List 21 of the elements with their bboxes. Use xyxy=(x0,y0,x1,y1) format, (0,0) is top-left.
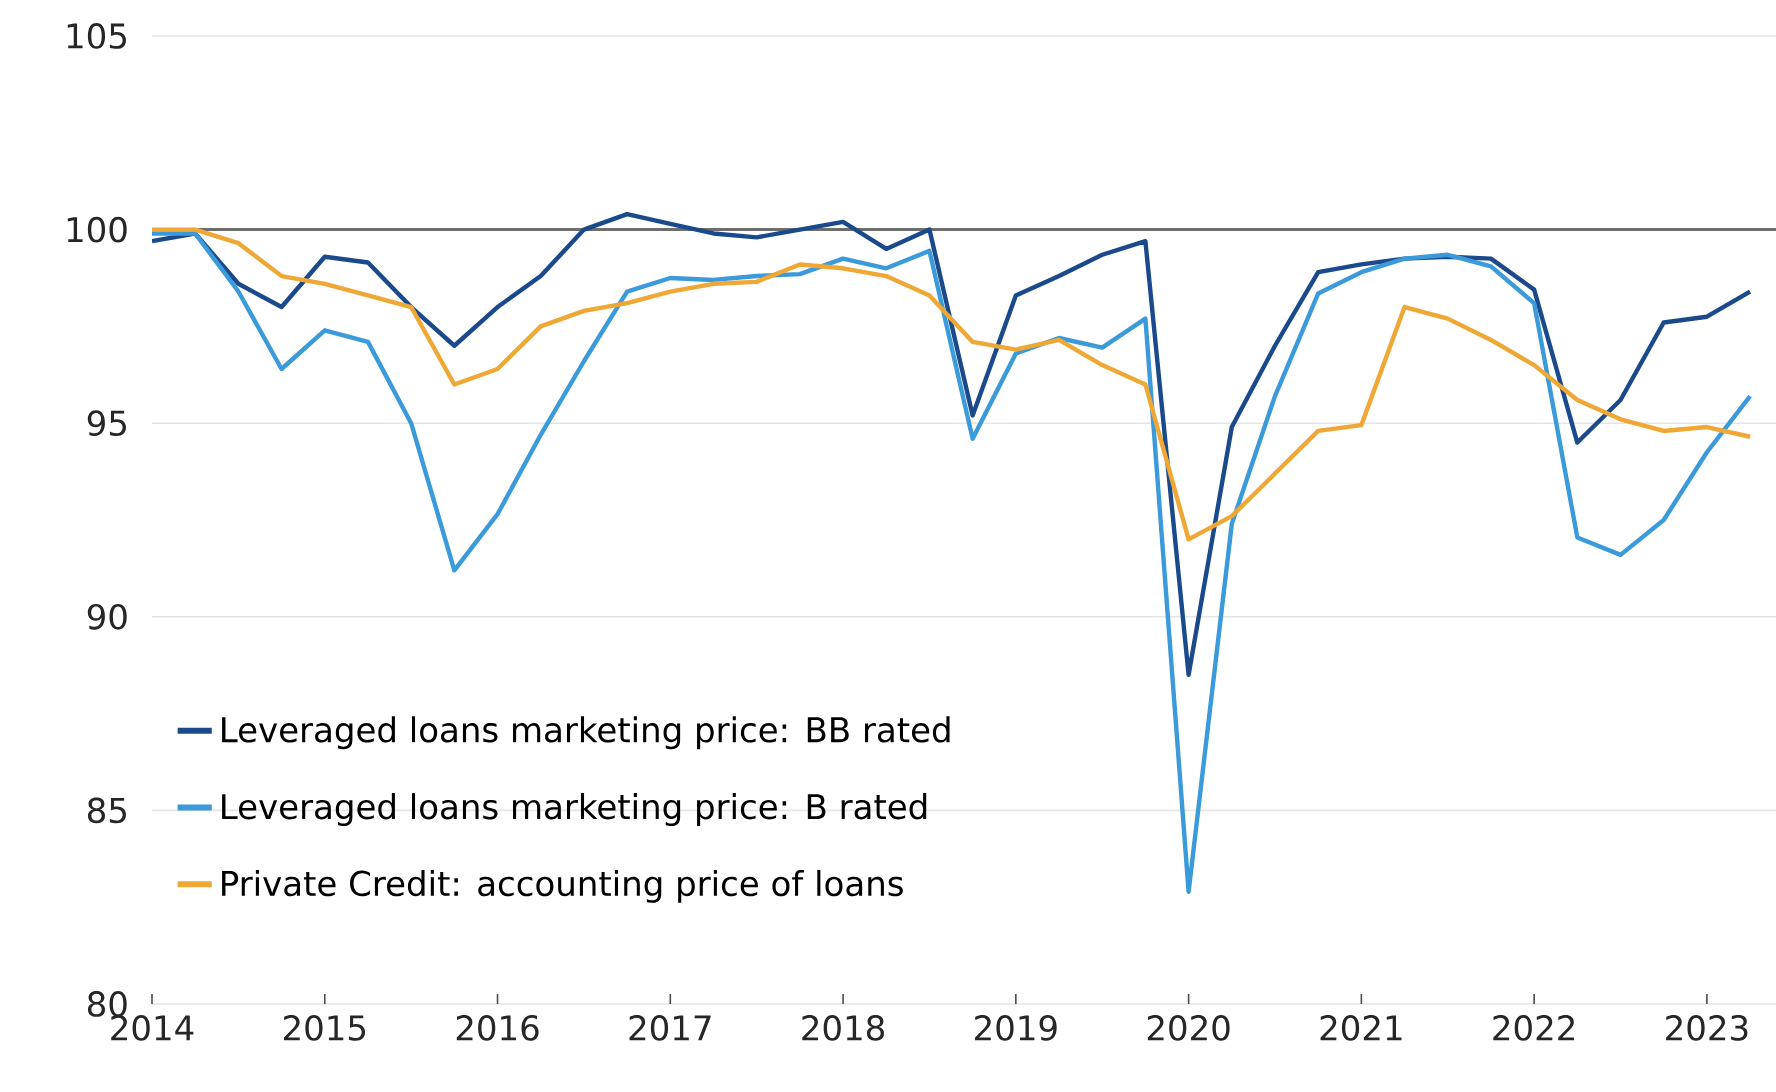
x-tick-label: 2023 xyxy=(1666,1015,1748,1041)
y-tick-label: 90 xyxy=(87,603,127,630)
x-tick-label: 2017 xyxy=(629,1015,711,1041)
x-tick-label: 2019 xyxy=(975,1015,1057,1041)
y-tick-label: 80 xyxy=(87,991,127,1017)
x-tick-label: 2020 xyxy=(1147,1015,1230,1041)
y-tick-label: 100 xyxy=(67,216,127,243)
x-tick-label: 2015 xyxy=(283,1015,366,1041)
line-series xyxy=(152,211,1753,678)
line-series xyxy=(152,227,1753,542)
legend-label: Leveraged loans marketing price: BB rated xyxy=(222,716,950,750)
legend-label: Leveraged loans marketing price: B rated xyxy=(222,793,927,827)
x-tick-label: 2018 xyxy=(802,1015,884,1041)
y-tick-label: 85 xyxy=(87,797,126,824)
x-tick-label: 2021 xyxy=(1320,1015,1402,1041)
x-tick-label: 2022 xyxy=(1493,1015,1574,1041)
x-tick-label: 2014 xyxy=(111,1015,194,1041)
y-tick-label: 105 xyxy=(67,23,126,49)
legend-label: Private Credit: accounting price of loans xyxy=(222,869,903,903)
x-tick-label: 2016 xyxy=(456,1015,539,1041)
y-tick-label: 95 xyxy=(87,410,126,437)
